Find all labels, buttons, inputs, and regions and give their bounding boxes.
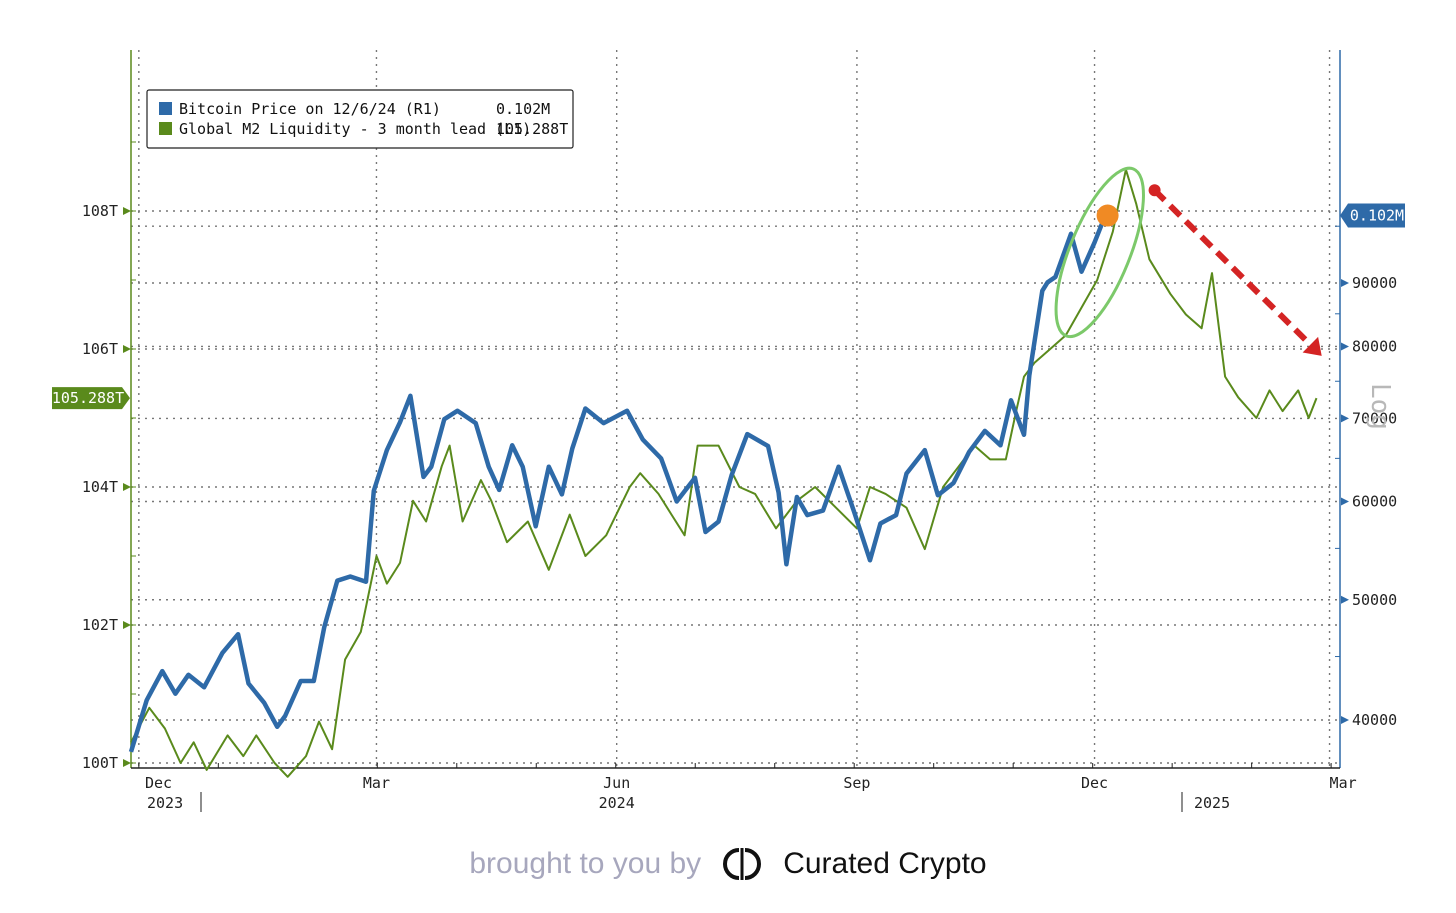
x-year-label-1: 2024: [599, 794, 635, 812]
curated-crypto-logo-icon: [723, 848, 762, 880]
plot-background: [52, 50, 1404, 810]
right-tick-arrow-2: [1341, 497, 1349, 506]
x-year-label-2: 2025: [1194, 794, 1230, 812]
left-tick-arrow-4: [123, 207, 131, 215]
annotation-arrow-line: [1152, 188, 1313, 347]
legend-value-0: 0.102M: [496, 100, 550, 118]
left-axis: 100T 102T 104T 106T 108T: [82, 141, 136, 772]
x-month-label-1: Mar: [363, 774, 390, 792]
right-tick-arrow-1: [1341, 595, 1349, 604]
legend: Bitcoin Price on 12/6/24 (R1) 0.102M Globa…: [146, 89, 574, 149]
annotation-arrow-head: [1302, 336, 1322, 356]
right-tick-label-2: 60000: [1352, 493, 1397, 511]
left-current-badge: [52, 387, 130, 410]
x-month-label-4: Dec: [1081, 774, 1108, 792]
x-month-label-3: Sep: [843, 774, 870, 792]
right-tick-arrow-3: [1341, 414, 1349, 423]
legend-label-1: Global M2 Liquidity - 3 month lead (L1): [179, 120, 531, 138]
legend-label-0: Bitcoin Price on 12/6/24 (R1): [179, 100, 441, 118]
x-month-label-0: Dec: [145, 774, 172, 792]
right-tick-label-3: 70000: [1352, 409, 1397, 427]
right-tick-label-0: 40000: [1352, 711, 1397, 729]
x-axis: Dec Mar Jun Sep Dec Mar 2023 2024 2025: [138, 763, 1357, 812]
right-tick-arrow-5: [1341, 279, 1349, 287]
x-month-label-5: Mar: [1330, 774, 1357, 792]
legend-value-1: 105.288T: [496, 120, 568, 138]
legend-box: [146, 89, 574, 149]
left-tick-label-3: 106T: [82, 340, 118, 358]
right-current-badge: [1340, 203, 1405, 228]
right-tick-label-1: 50000: [1352, 591, 1397, 609]
current-value-badges: 105.288T 0.102M: [52, 203, 1405, 410]
x-year-label-0: 2023: [147, 794, 183, 812]
left-tick-arrow-0: [123, 759, 131, 767]
footer-brand: Curated Crypto: [783, 847, 987, 880]
left-tick-label-4: 108T: [82, 202, 118, 220]
legend-swatch-0: [159, 102, 172, 115]
right-tick-label-4: 80000: [1352, 337, 1397, 355]
x-month-label-2: Jun: [603, 774, 630, 792]
legend-swatch-1: [159, 122, 172, 135]
left-tick-label-0: 100T: [82, 754, 118, 772]
series-line-bitcoin-price: [128, 213, 1109, 753]
series-line-m2-liquidity: [130, 168, 1318, 778]
right-tick-label-5: 90000: [1352, 274, 1397, 292]
left-tick-arrow-2: [123, 483, 131, 491]
right-tick-arrow-0: [1341, 716, 1349, 724]
annotation-ellipse: [1054, 166, 1145, 339]
left-tick-label-1: 102T: [82, 616, 118, 634]
annotation-point-marker: [1096, 204, 1119, 227]
axes: [130, 50, 1341, 769]
left-current-badge-label: 105.288T: [52, 389, 124, 407]
footer: brought to you by Curated Crypto: [0, 836, 1456, 892]
footer-prefix: brought to you by: [469, 847, 702, 880]
left-tick-arrow-3: [123, 345, 131, 353]
right-current-badge-label: 0.102M: [1350, 207, 1404, 225]
left-tick-arrow-1: [123, 621, 131, 629]
log-scale-label: Log: [1365, 383, 1395, 430]
series-layer: [128, 168, 1318, 778]
annotations: [1054, 166, 1322, 356]
right-axis: 40000 50000 60000 70000 80000 90000: [1335, 225, 1397, 729]
right-tick-arrow-4: [1341, 342, 1349, 351]
gridlines: [52, 50, 1404, 810]
left-tick-label-2: 104T: [82, 478, 118, 496]
